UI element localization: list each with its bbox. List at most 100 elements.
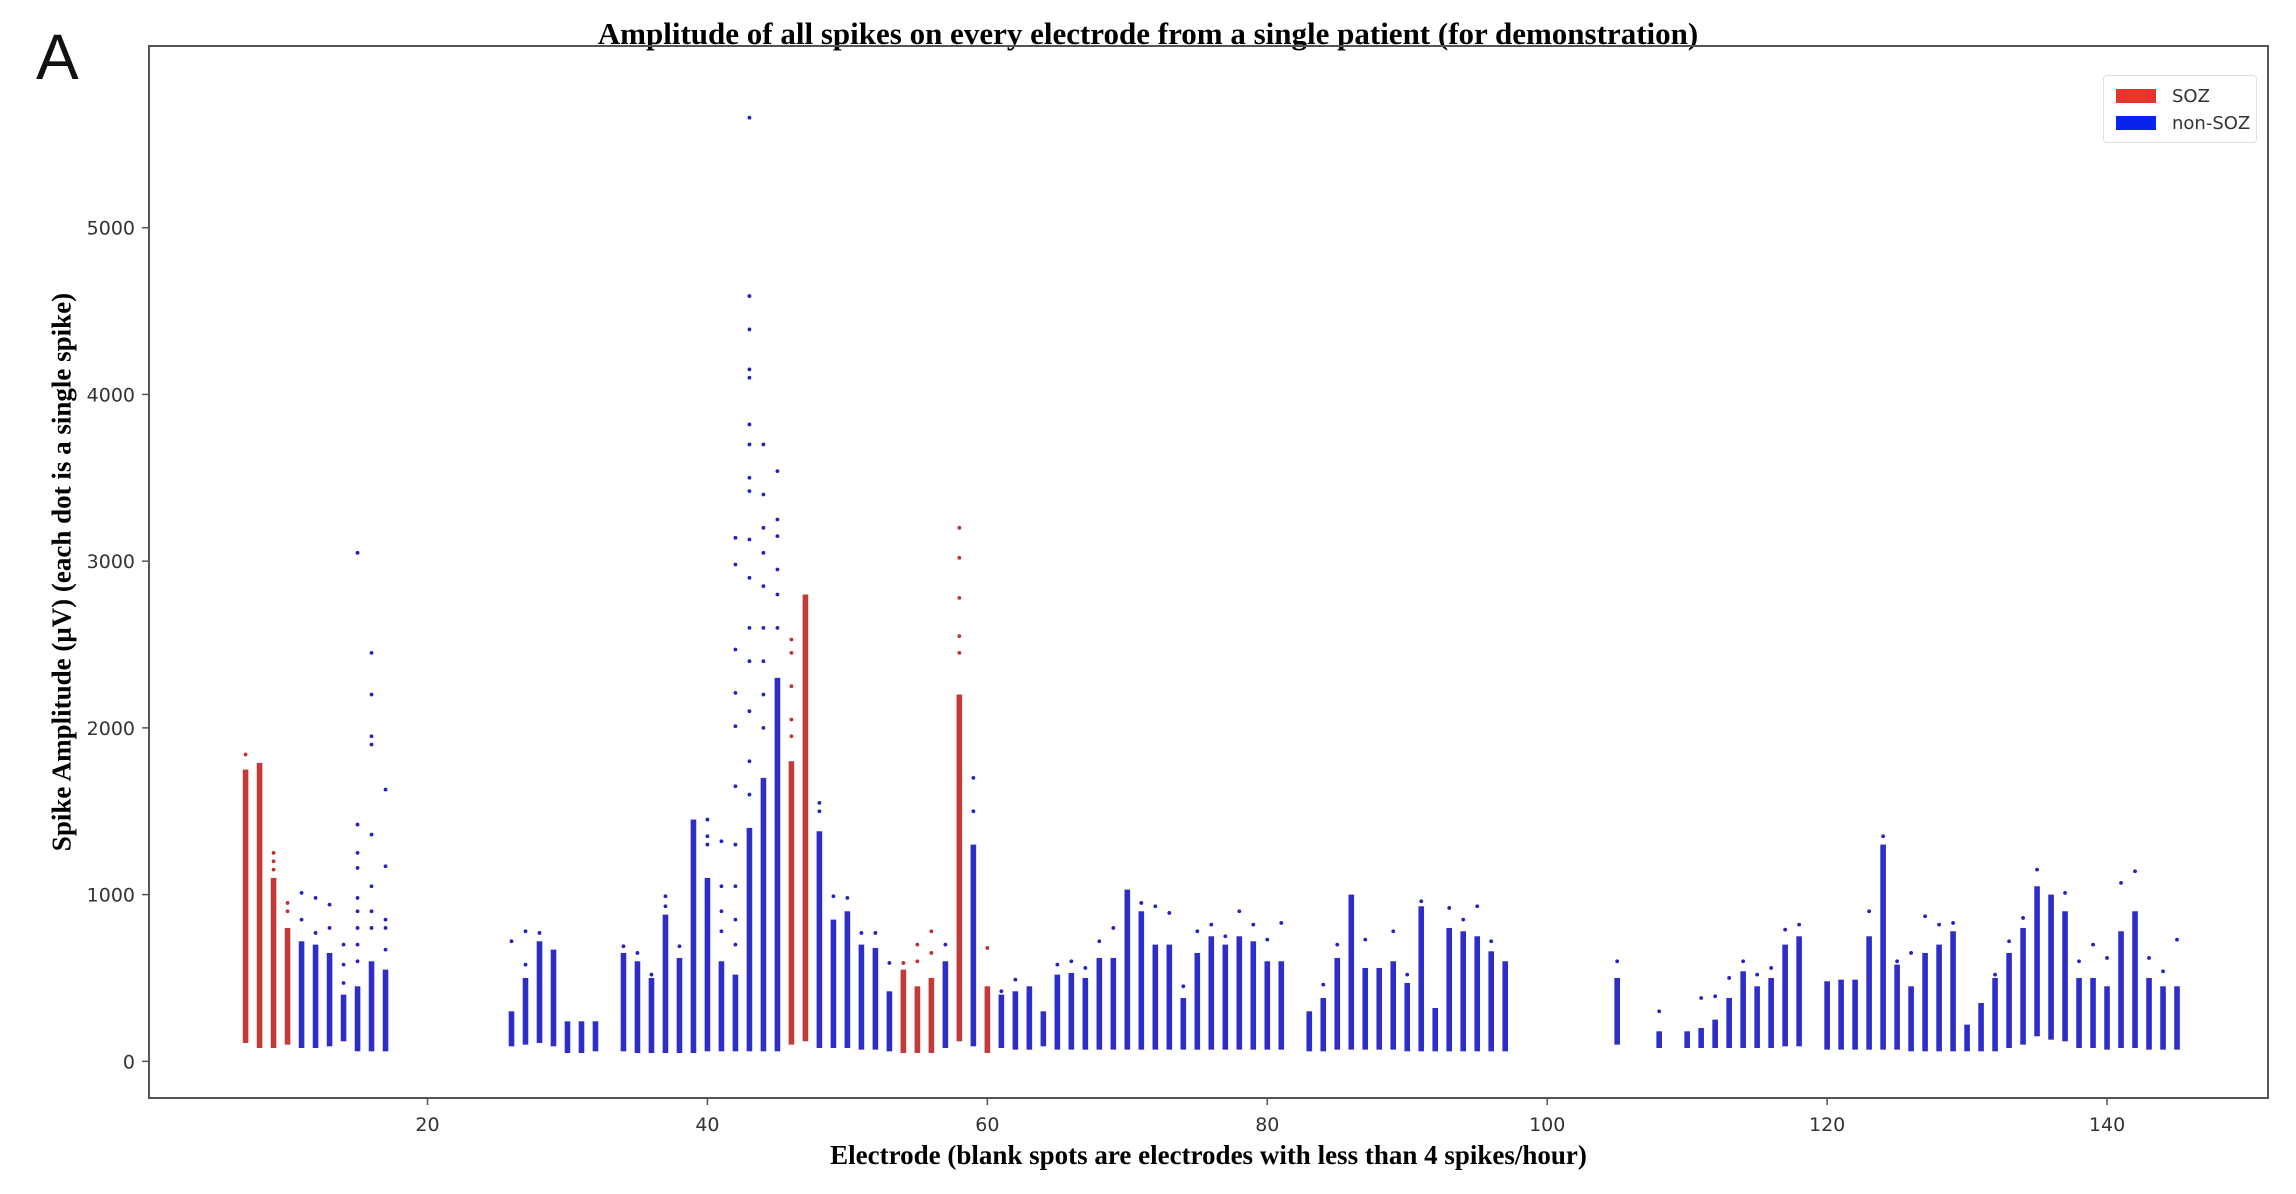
spike-strip	[340, 994, 347, 1042]
spike-point	[537, 931, 542, 935]
electrode-57-spikes	[942, 942, 949, 1048]
x-tick-label: 140	[2089, 1114, 2125, 1136]
spike-point	[1783, 927, 1788, 932]
electrode-47-spikes	[802, 594, 809, 1042]
spike-point	[2161, 969, 2165, 974]
electrode-8-spikes	[256, 762, 263, 1048]
spike-point	[1419, 899, 1424, 904]
electrode-94-spikes	[1460, 917, 1467, 1052]
spike-point	[1475, 904, 1480, 909]
spike-strip	[1194, 952, 1201, 1050]
spike-point	[649, 972, 654, 977]
spike-point	[929, 929, 934, 934]
spike-strip	[592, 1021, 599, 1052]
spike-point	[831, 894, 836, 899]
spike-point	[761, 584, 766, 589]
electrode-121-spikes	[1838, 979, 1844, 1050]
y-tick-label: 1000	[87, 885, 135, 907]
electrode-73-spikes	[1166, 911, 1173, 1050]
spike-strip	[564, 1021, 571, 1053]
legend-item-non-soz: non-SOZ	[2116, 113, 2250, 134]
y-tick-label: 0	[123, 1051, 135, 1073]
electrode-76-spikes	[1208, 922, 1215, 1050]
spike-point	[957, 634, 962, 639]
spike-point	[915, 959, 920, 964]
spike-point	[383, 917, 388, 922]
spike-strip	[1614, 977, 1620, 1045]
spike-point	[747, 327, 752, 332]
electrode-28-spikes	[536, 931, 543, 1043]
electrode-30-spikes	[564, 1021, 571, 1053]
spike-strip	[1068, 972, 1075, 1050]
spike-point	[747, 422, 752, 427]
spike-strip	[1418, 906, 1425, 1052]
spike-point	[971, 809, 976, 814]
spike-point	[1923, 914, 1927, 919]
chart-marks	[242, 115, 2180, 1053]
x-tick-label: 40	[695, 1114, 719, 1136]
spike-strip	[1446, 927, 1453, 1052]
spike-point	[761, 725, 766, 730]
spike-strip	[2006, 952, 2012, 1048]
spike-point	[635, 951, 640, 955]
electrode-136-spikes	[2048, 894, 2054, 1040]
spike-point	[719, 929, 724, 934]
electrode-134-spikes	[2020, 916, 2026, 1045]
spike-point	[775, 567, 780, 572]
spike-strip	[284, 927, 291, 1045]
electrode-72-spikes	[1152, 904, 1159, 1050]
spike-point	[383, 787, 388, 792]
electrode-13-spikes	[326, 902, 333, 1047]
spike-strip	[508, 1011, 515, 1047]
spike-point	[285, 909, 290, 914]
spike-strip	[802, 594, 809, 1042]
electrode-26-spikes	[508, 939, 515, 1047]
electrode-53-spikes	[886, 961, 893, 1052]
spike-point	[733, 562, 738, 567]
spike-strip	[2062, 911, 2068, 1042]
spike-point	[285, 901, 290, 905]
spike-point	[1615, 959, 1620, 964]
x-tick-label: 20	[415, 1114, 439, 1136]
electrode-87-spikes	[1362, 937, 1369, 1050]
spike-strip	[1208, 936, 1215, 1050]
spike-point	[705, 817, 710, 822]
spike-point	[2119, 881, 2123, 885]
spike-strip	[970, 844, 977, 1047]
spike-point	[733, 724, 738, 729]
spike-point	[1867, 909, 1872, 914]
spike-point	[957, 525, 962, 530]
spike-point	[271, 859, 276, 864]
x-tick-label: 80	[1255, 1114, 1279, 1136]
spike-strip	[760, 777, 767, 1052]
electrode-44-spikes	[760, 442, 767, 1052]
electrode-11-spikes	[298, 891, 305, 1048]
electrode-144-spikes	[2160, 969, 2166, 1050]
electrode-123-spikes	[1866, 909, 1872, 1050]
electrode-84-spikes	[1320, 982, 1327, 1052]
spike-point	[775, 534, 780, 539]
spike-point	[747, 709, 752, 714]
spike-strip	[1656, 1031, 1662, 1048]
electrode-130-spikes	[1964, 1024, 1970, 1052]
spike-point	[775, 517, 780, 522]
spike-strip	[2146, 977, 2152, 1050]
spike-point	[2077, 959, 2081, 964]
spike-strip	[718, 961, 725, 1052]
spike-point	[369, 742, 374, 747]
electrode-38-spikes	[676, 944, 683, 1053]
plot-frame	[148, 45, 2269, 1099]
spike-point	[355, 896, 360, 900]
spike-strip	[1474, 936, 1481, 1052]
electrode-41-spikes	[718, 839, 725, 1052]
spike-strip	[1404, 982, 1411, 1052]
spike-point	[341, 981, 346, 985]
electrode-46-spikes	[788, 637, 795, 1045]
electrode-142-spikes	[2132, 869, 2138, 1048]
spike-strip	[242, 769, 249, 1043]
spike-point	[271, 867, 276, 872]
spike-strip	[312, 944, 319, 1048]
electrode-16-spikes	[368, 650, 375, 1052]
electrode-81-spikes	[1278, 921, 1285, 1050]
y-tick-label: 4000	[87, 384, 135, 406]
